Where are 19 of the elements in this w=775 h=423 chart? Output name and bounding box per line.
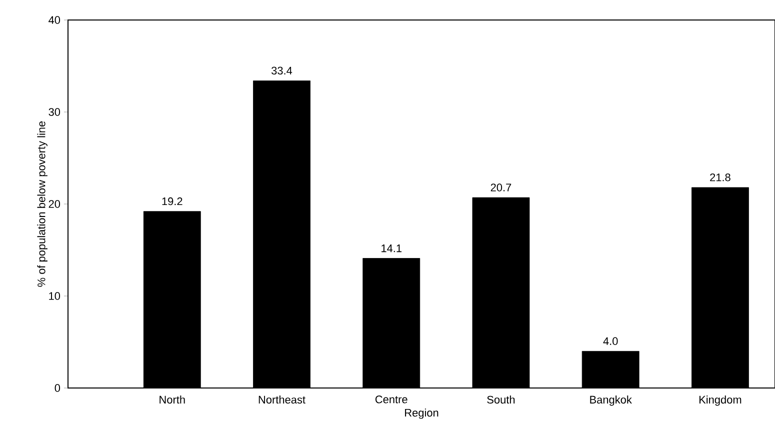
y-tick-label: 30 [48,108,60,116]
x-tick-label: South [487,396,515,404]
y-tick-label: 10 [49,292,60,300]
data-label: 21.8 [710,173,730,182]
data-label: 14.1 [382,244,402,252]
y-tick-label: 40 [48,16,60,24]
y-tick-label: 0 [54,384,60,392]
data-label: 19.2 [162,197,182,206]
data-label: 4.0 [603,337,618,345]
y-tick-label: 20 [48,200,60,208]
x-tick-label: North [160,396,185,404]
x-axis-title: Region [405,408,438,419]
x-tick-label: Kingdom [699,396,742,406]
x-tick-label: Centre [375,396,408,404]
y-axis-title: % of population below poverty line [37,121,48,287]
x-tick-label: Northeast [258,396,306,404]
x-tick-label: Bangkok [590,396,632,406]
data-label: 20.7 [490,184,512,192]
data-label: 33.4 [272,66,292,75]
